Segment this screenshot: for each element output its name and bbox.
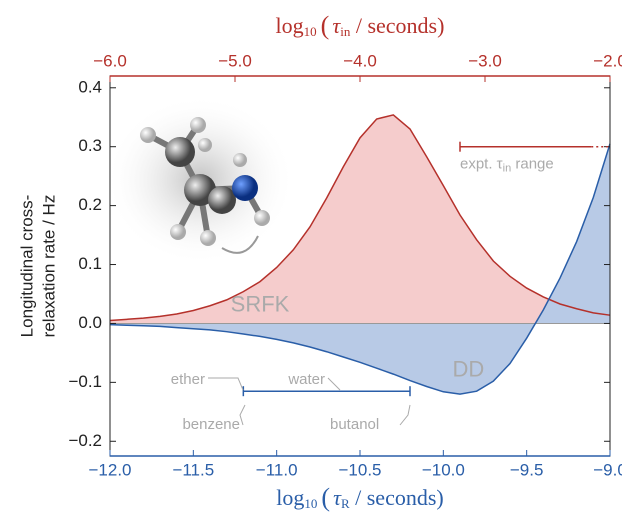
leader-line: [239, 404, 246, 426]
x-tick-label: −10.5: [338, 460, 381, 479]
series-line: [109, 143, 611, 395]
carbon: [184, 174, 216, 206]
axis-title-sub: R: [341, 496, 350, 511]
axis-title-open: (: [321, 11, 330, 40]
axis-title-open: (: [321, 483, 330, 512]
range-label-text: expt. τ: [460, 156, 503, 173]
rotation-arrow: [221, 235, 259, 254]
y-tick-label: 0.3: [78, 136, 102, 155]
axis-title-sub: in: [340, 24, 351, 39]
y-axis-title: relaxation rate / Hz: [39, 195, 58, 338]
hydrogen: [200, 230, 216, 246]
axis-title-symbol: τ: [333, 485, 342, 510]
x-tick-label: −11.5: [172, 460, 214, 479]
solvent-label: benzene: [182, 416, 240, 433]
axis-title-base: 10: [304, 496, 317, 511]
x2-tick-label: −6.0: [93, 51, 127, 70]
series-line: [109, 114, 611, 322]
x-tick-label: −12.0: [88, 460, 131, 479]
leader-line: [399, 404, 411, 426]
hydrogen: [190, 117, 206, 133]
leader-line: [208, 377, 244, 391]
nitrogen: [232, 175, 258, 201]
axis-title-symbol: τ: [332, 13, 341, 38]
solvent-label: butanol: [330, 416, 379, 433]
x2-tick-label: −4.0: [343, 51, 377, 70]
x2-tick-label: −3.0: [468, 51, 502, 70]
hydrogen: [140, 127, 156, 143]
solvent-label: ether: [171, 371, 205, 388]
axis-title-log: log: [276, 13, 304, 38]
axis-title-base: 10: [304, 24, 317, 39]
carbon: [208, 186, 236, 214]
y-tick-label: −0.1: [68, 372, 102, 391]
carbon: [165, 137, 195, 167]
y-tick-label: 0.1: [78, 254, 102, 273]
y-tick-label: 0.2: [78, 195, 102, 214]
hydrogen: [254, 210, 270, 226]
axis-title-rest: / seconds): [350, 485, 444, 510]
leader-line: [327, 377, 341, 391]
series-label: SRFK: [231, 292, 290, 317]
x-tick-label: −11.0: [256, 460, 298, 479]
area: [110, 114, 610, 324]
range-label-rest: range: [511, 156, 554, 173]
area: [110, 143, 610, 395]
x2-tick-label: −5.0: [218, 51, 252, 70]
y-tick-label: −0.2: [68, 431, 102, 450]
x-tick-label: −10.0: [422, 460, 465, 479]
range-label: expt. τin range: [460, 156, 554, 175]
axis-title-log: log: [276, 485, 304, 510]
y-axis-title: Longitudinal cross-: [17, 195, 36, 338]
hydrogen: [170, 224, 186, 240]
series-label: DD: [452, 356, 484, 381]
axis-title-rest: / seconds): [350, 13, 444, 38]
hydrogen: [198, 138, 212, 152]
x2-tick-label: −2.0: [593, 51, 622, 70]
x-tick-label: −9.5: [510, 460, 544, 479]
range-label-sub: in: [503, 163, 512, 175]
hydrogen: [233, 153, 247, 167]
axis-title: log10 (τin / seconds): [276, 11, 445, 40]
x-tick-label: −9.0: [593, 460, 622, 479]
y-tick-label: 0.0: [78, 313, 102, 332]
y-tick-label: 0.4: [78, 77, 102, 96]
axis-title: log10 (τR / seconds): [276, 483, 443, 512]
solvent-label: water: [287, 371, 325, 388]
